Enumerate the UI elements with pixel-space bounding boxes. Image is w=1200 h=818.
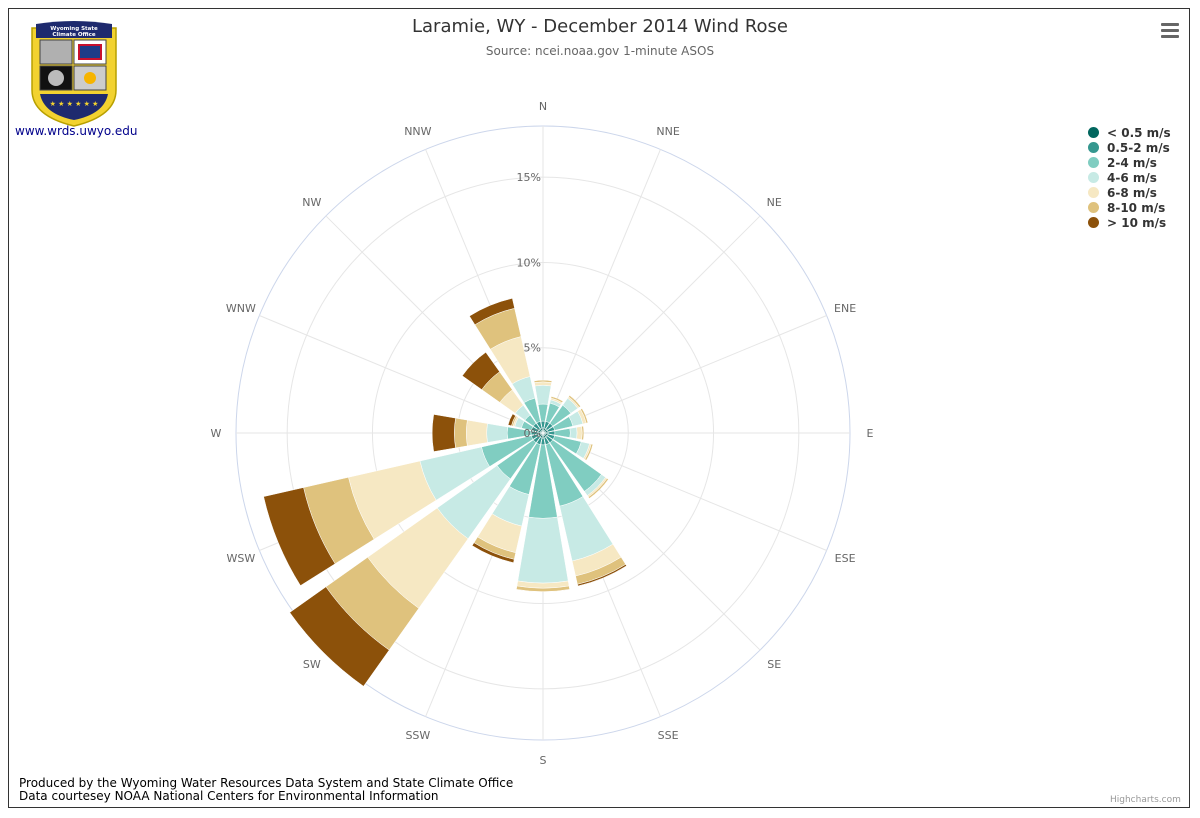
legend-item-0[interactable]: < 0.5 m/s	[1088, 125, 1171, 140]
wedge-ne-series-5	[568, 395, 581, 408]
direction-label-e: E	[867, 427, 874, 440]
svg-text:★ ★ ★ ★ ★ ★: ★ ★ ★ ★ ★ ★	[50, 100, 99, 108]
ring-label-3: 15%	[517, 171, 541, 184]
wedge-w-series-6	[431, 414, 456, 452]
legend-label-5: 8-10 m/s	[1107, 200, 1166, 215]
wedge-se-series-5	[588, 478, 609, 499]
ring-label-1: 5%	[524, 342, 541, 355]
footer-line-1: Produced by the Wyoming Water Resources …	[19, 776, 514, 790]
wedge-wsw-series-6	[263, 487, 336, 586]
wedge-w-series-3	[486, 423, 508, 443]
legend-swatch-2	[1088, 157, 1099, 168]
direction-label-nw: NW	[302, 196, 321, 209]
direction-label-n: N	[539, 100, 547, 113]
ring-label-2: 10%	[517, 256, 541, 269]
wedge-nnw-series-6	[469, 297, 515, 326]
wedge-sw-series-6	[289, 586, 390, 687]
legend-swatch-1	[1088, 142, 1099, 153]
legend-item-3[interactable]: 4-6 m/s	[1088, 170, 1171, 185]
wedge-sse-series-6	[577, 564, 627, 587]
logo-text-top: Wyoming State	[50, 26, 98, 32]
climate-office-logo: Wyoming State Climate Office ★ ★ ★ ★ ★ ★	[31, 21, 117, 127]
legend-label-1: 0.5-2 m/s	[1107, 140, 1170, 155]
legend-label-6: > 10 m/s	[1107, 215, 1167, 230]
wedge-wnw-series-6	[507, 413, 516, 427]
direction-label-sw: SW	[303, 658, 321, 671]
direction-label-ese: ESE	[835, 552, 856, 565]
legend-label-4: 6-8 m/s	[1107, 185, 1157, 200]
wedge-s-series-5	[516, 585, 570, 592]
legend-item-1[interactable]: 0.5-2 m/s	[1088, 140, 1171, 155]
chart-title: Laramie, WY - December 2014 Wind Rose	[412, 16, 788, 37]
wedge-e-series-3	[569, 426, 578, 440]
wedge-ene-series-5	[580, 408, 589, 424]
wedge-n-series-4	[534, 381, 552, 387]
wedge-n-series-5	[533, 379, 553, 383]
wedge-e-series-4	[576, 426, 583, 440]
wedge-n-series-3	[534, 384, 552, 405]
grid-spoke	[542, 149, 661, 434]
direction-label-ssw: SSW	[405, 729, 430, 742]
direction-label-wsw: WSW	[227, 552, 256, 565]
direction-label-ne: NE	[767, 196, 782, 209]
wedge-ssw-series-6	[471, 542, 515, 564]
legend-label-0: < 0.5 m/s	[1107, 125, 1171, 140]
wedge-w-series-5	[454, 417, 468, 449]
direction-label-ene: ENE	[834, 302, 856, 315]
ring-label-0: 0%	[524, 427, 541, 440]
legend-label-3: 4-6 m/s	[1107, 170, 1157, 185]
hamburger-menu-icon[interactable]	[1158, 20, 1182, 40]
legend-swatch-0	[1088, 127, 1099, 138]
wedge-w-series-4	[466, 419, 488, 447]
legend-swatch-4	[1088, 187, 1099, 198]
grid-spoke	[542, 315, 827, 434]
wedge-ese-series-5	[584, 443, 594, 461]
direction-label-nnw: NNW	[404, 125, 431, 138]
grid-spoke	[542, 215, 761, 434]
logo-text-bottom: Climate Office	[52, 32, 96, 38]
chart-frame	[8, 8, 1190, 808]
legend-swatch-3	[1088, 172, 1099, 183]
direction-label-s: S	[540, 754, 547, 767]
legend-swatch-5	[1088, 202, 1099, 213]
direction-label-wnw: WNW	[226, 302, 256, 315]
legend-item-5[interactable]: 8-10 m/s	[1088, 200, 1171, 215]
wedge-nw-series-6	[461, 351, 500, 390]
chart-legend: < 0.5 m/s 0.5-2 m/s 2-4 m/s 4-6 m/s 6-8 m/s 8…	[1088, 125, 1171, 230]
direction-label-se: SE	[767, 658, 781, 671]
chart-subtitle: Source: ncei.noaa.gov 1-minute ASOS	[485, 44, 715, 58]
wedge-e-series-5	[581, 425, 585, 441]
wedge-nne-series-5	[550, 396, 564, 404]
legend-item-4[interactable]: 6-8 m/s	[1088, 185, 1171, 200]
legend-label-2: 2-4 m/s	[1107, 155, 1157, 170]
footer-text: Produced by the Wyoming Water Resources …	[19, 777, 513, 803]
legend-swatch-6	[1088, 217, 1099, 228]
legend-item-2[interactable]: 2-4 m/s	[1088, 155, 1171, 170]
direction-label-w: W	[211, 427, 222, 440]
wedge-s-series-3	[517, 516, 569, 584]
direction-label-sse: SSE	[658, 729, 679, 742]
highcharts-credits-link[interactable]: Highcharts.com	[1110, 795, 1181, 805]
logo-link[interactable]: www.wrds.uwyo.edu	[15, 124, 138, 138]
footer-line-2: Data courtesey NOAA National Centers for…	[19, 789, 439, 803]
grid-spoke	[259, 315, 544, 434]
direction-label-nne: NNE	[656, 125, 679, 138]
legend-item-6[interactable]: > 10 m/s	[1088, 215, 1171, 230]
